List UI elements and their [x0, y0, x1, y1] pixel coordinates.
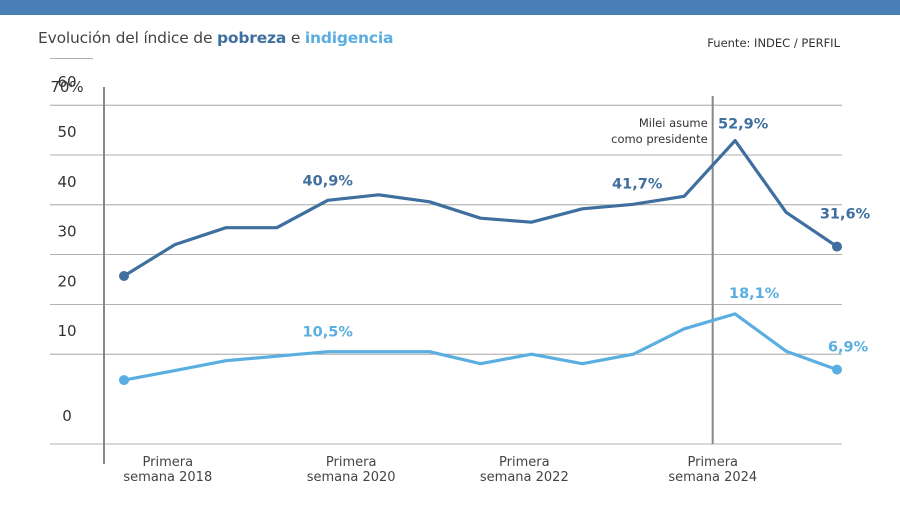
- poverty-data-label: 40,9%: [303, 173, 354, 189]
- x-tick-label: semana 2024: [668, 470, 757, 485]
- title-indigence: indigencia: [304, 29, 394, 47]
- x-tick-label: Primera: [499, 455, 550, 470]
- y-tick-label: 40: [57, 173, 76, 191]
- x-tick-label: Primera: [687, 455, 738, 470]
- chart-source: Fuente: INDEC / PERFIL: [707, 36, 840, 50]
- indigence-endpoint-marker: [832, 364, 842, 375]
- y-tick-label: 50: [57, 123, 76, 141]
- y-tick-label: 20: [57, 272, 76, 290]
- title-conjunction: e: [286, 29, 305, 47]
- y-tick-label: 70%: [50, 78, 83, 96]
- annotation-line1: Milei asume: [639, 116, 708, 130]
- x-tick-label: semana 2020: [307, 470, 396, 485]
- poverty-endpoint-marker: [119, 271, 129, 282]
- poverty-series-line: [123, 139, 838, 278]
- chart-title: Evolución del índice de pobreza e indige…: [38, 29, 393, 47]
- poverty-data-label: 31,6%: [820, 207, 871, 223]
- indigence-series-line: [123, 312, 838, 382]
- y-tick-label: 60: [57, 73, 76, 91]
- poverty-data-label: 52,9%: [718, 117, 769, 133]
- indigence-endpoint-marker: [119, 375, 129, 386]
- x-tick-label: semana 2018: [123, 470, 212, 485]
- x-tick-label: Primera: [143, 455, 194, 470]
- indigence-data-label: 6,9%: [828, 340, 869, 356]
- y-tick-label: 0: [62, 407, 72, 425]
- title-poverty: pobreza: [217, 29, 287, 47]
- indigence-data-label: 10,5%: [303, 325, 354, 341]
- x-tick-label: Primera: [326, 455, 377, 470]
- poverty-data-label: 41,7%: [612, 176, 663, 192]
- top-color-bar: [0, 0, 900, 15]
- poverty-endpoint-marker: [832, 241, 842, 252]
- y-tick-label: 10: [57, 322, 76, 340]
- y-tick-label: 30: [57, 223, 76, 241]
- indigence-data-label: 18,1%: [729, 286, 780, 302]
- annotation-line2: como presidente: [611, 132, 708, 146]
- title-prefix: Evolución del índice de: [38, 29, 218, 47]
- x-tick-label: semana 2022: [480, 470, 569, 485]
